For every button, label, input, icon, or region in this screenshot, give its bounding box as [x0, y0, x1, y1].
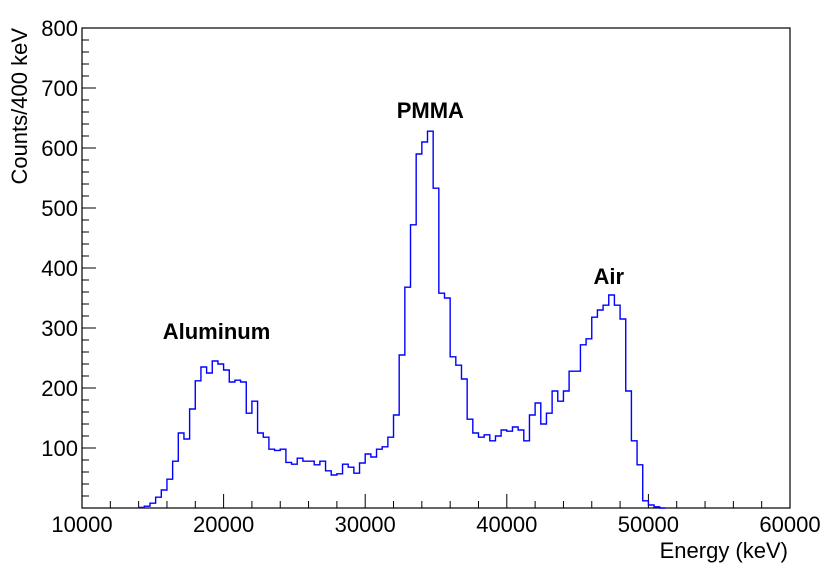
- y-axis-tick-labels: 100 200 300 400 500 600 700 800: [41, 16, 78, 461]
- histogram-series-line: [137, 130, 666, 509]
- y-tick-label: 600: [41, 136, 78, 161]
- y-tick-label: 200: [41, 376, 78, 401]
- x-tick-label: 40000: [476, 512, 537, 537]
- x-tick-label: 30000: [335, 512, 396, 537]
- y-axis-ticks: [82, 27, 96, 509]
- x-axis-ticks: [81, 494, 791, 508]
- peak-annotations: Aluminum PMMA Air: [163, 98, 625, 344]
- peak-label: Aluminum: [163, 319, 271, 344]
- y-tick-label: 500: [41, 196, 78, 221]
- peak-label: PMMA: [397, 98, 464, 123]
- x-tick-label: 50000: [618, 512, 679, 537]
- x-axis-tick-labels: 10000 20000 30000 40000 50000 60000: [51, 512, 820, 537]
- y-tick-label: 800: [41, 16, 78, 41]
- y-tick-label: 700: [41, 76, 78, 101]
- x-tick-label: 60000: [759, 512, 820, 537]
- y-tick-label: 400: [41, 256, 78, 281]
- y-tick-label: 300: [41, 316, 78, 341]
- x-tick-label: 20000: [193, 512, 254, 537]
- x-axis-title: Energy (keV): [660, 538, 788, 563]
- y-tick-label: 100: [41, 436, 78, 461]
- peak-label: Air: [593, 264, 624, 289]
- y-axis-title: Counts/400 keV: [7, 28, 32, 185]
- x-tick-label: 10000: [51, 512, 112, 537]
